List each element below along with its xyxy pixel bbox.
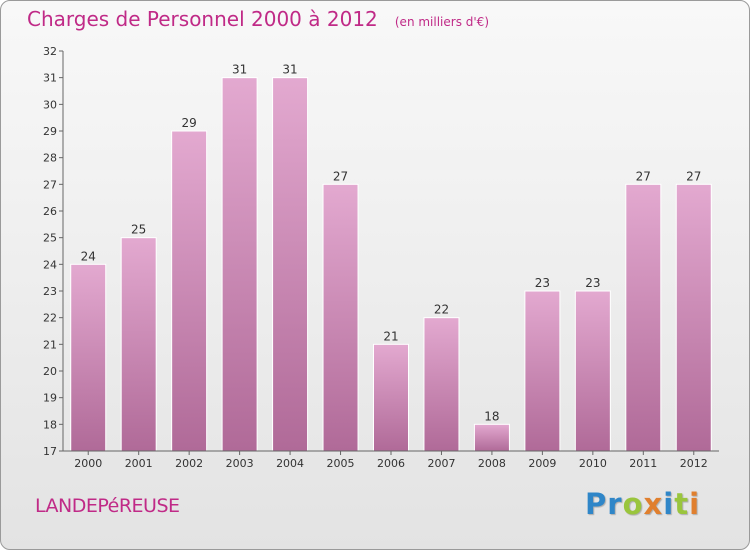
bar (473, 423, 510, 452)
chart-title: Charges de Personnel 2000 à 2012 (27, 7, 378, 31)
bar (322, 183, 359, 452)
x-tick-label: 2009 (528, 457, 556, 470)
bar (675, 183, 712, 452)
bar (373, 343, 409, 452)
logo-letter: r (607, 487, 623, 521)
bar (171, 130, 208, 452)
bar-value-label: 31 (282, 63, 297, 77)
chart-title-row: Charges de Personnel 2000 à 2012 (en mil… (27, 7, 489, 31)
x-axis: 2000 2001 2002 2003 2004 2005 2006 2007 2008 2009… (63, 450, 719, 470)
bar-value-label: 18 (484, 409, 499, 423)
x-tick-label: 2003 (226, 457, 254, 470)
bar (221, 77, 258, 452)
bar (120, 237, 157, 452)
y-tick-label: 25 (43, 232, 57, 245)
y-tick-label: 26 (43, 205, 57, 218)
y-tick-label: 23 (43, 285, 57, 298)
bar (70, 263, 107, 452)
y-tick-label: 32 (43, 45, 57, 58)
x-tick-label: 2010 (579, 457, 607, 470)
logo-letter: i (663, 487, 675, 521)
bars: 24 25 29 31 31 27 21 22 18 23 23 27 27 (70, 63, 712, 452)
y-tick-label: 31 (43, 72, 57, 85)
bar (524, 290, 561, 452)
bar (574, 290, 611, 452)
chart-subtitle: (en milliers d'€) (394, 15, 489, 29)
x-tick-label: 2007 (427, 457, 455, 470)
bar (272, 77, 309, 452)
y-tick-label: 30 (43, 98, 57, 111)
y-tick-label: 18 (43, 418, 57, 431)
logo-letter: o (622, 487, 644, 521)
bar-value-label: 23 (535, 276, 550, 290)
y-tick-label: 29 (43, 125, 57, 138)
bar-value-label: 27 (333, 169, 348, 183)
y-tick-label: 17 (43, 445, 57, 458)
x-tick-label: 2012 (680, 457, 708, 470)
x-tick-label: 2011 (629, 457, 657, 470)
logo-letter: i (689, 487, 701, 521)
bar-value-label: 21 (383, 329, 398, 343)
y-tick-label: 20 (43, 365, 57, 378)
y-tick-label: 28 (43, 152, 57, 165)
x-tick-label: 2006 (377, 457, 405, 470)
y-tick-label: 19 (43, 392, 57, 405)
y-tick-label: 27 (43, 178, 57, 191)
logo-letter: t (674, 487, 690, 521)
x-tick-label: 2002 (175, 457, 203, 470)
y-tick-label: 24 (43, 258, 57, 271)
bar-value-label: 23 (585, 276, 600, 290)
bar-value-label: 24 (81, 249, 96, 263)
bar-value-label: 22 (434, 303, 449, 317)
logo-letter: x (643, 487, 664, 521)
bar-value-label: 27 (686, 169, 701, 183)
bar-value-label: 25 (131, 223, 146, 237)
commune-name: LANDEPéREUSE (35, 495, 180, 517)
y-axis: 17 18 19 20 21 22 23 24 25 26 27 28 29 30 31 32 (43, 45, 64, 458)
x-tick-label: 2001 (125, 457, 153, 470)
x-tick-label: 2005 (327, 457, 355, 470)
logo-letter: P (585, 487, 608, 521)
x-tick-label: 2008 (478, 457, 506, 470)
bar (625, 183, 662, 452)
x-tick-label: 2000 (74, 457, 102, 470)
y-tick-label: 21 (43, 338, 57, 351)
bar-value-label: 29 (182, 116, 197, 130)
bar-value-label: 31 (232, 63, 247, 77)
x-tick-label: 2004 (276, 457, 304, 470)
bar (423, 317, 460, 452)
bar-value-label: 27 (636, 169, 651, 183)
proxiti-logo: Proxiti (585, 487, 700, 521)
y-tick-label: 22 (43, 312, 57, 325)
